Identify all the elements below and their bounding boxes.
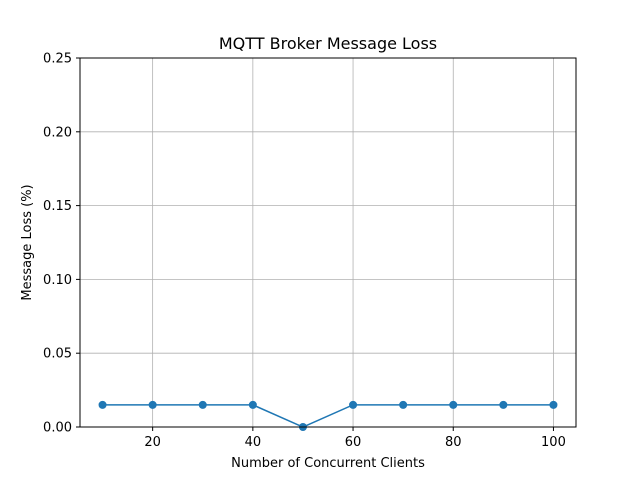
series-line: [102, 404, 554, 428]
x-tick-label: 80: [445, 435, 462, 450]
plot-area-frame: [79, 57, 577, 428]
x-tick-label: 40: [245, 435, 262, 450]
x-tick-label: 60: [345, 435, 362, 450]
y-tick-label: 0.15: [43, 199, 72, 214]
data-point: [449, 400, 458, 409]
axis-ticks: 20 40 60 80 100 0.00 0.05 0.10 0.15 0.20 0.25: [43, 52, 566, 451]
x-axis-label: Number of Concurrent Clients: [231, 456, 425, 471]
data-point: [399, 400, 408, 409]
x-tick-label: 100: [541, 435, 566, 450]
data-point: [198, 400, 207, 409]
y-tick-label: 0.05: [43, 347, 72, 362]
data-point: [248, 400, 257, 409]
data-point: [499, 400, 508, 409]
y-tick-label: 0.20: [43, 125, 72, 140]
y-tick-label: 0.00: [43, 421, 72, 436]
data-point: [549, 400, 558, 409]
y-axis-label: Message Loss (%): [20, 184, 35, 300]
data-point: [98, 400, 107, 409]
chart-title: MQTT Broker Message Loss: [219, 34, 437, 53]
y-tick-label: 0.25: [43, 52, 72, 67]
x-tick-label: 20: [144, 435, 161, 450]
series-layer: [98, 400, 558, 431]
y-tick-label: 0.10: [43, 273, 72, 288]
data-point: [148, 400, 157, 409]
data-point: [349, 400, 358, 409]
